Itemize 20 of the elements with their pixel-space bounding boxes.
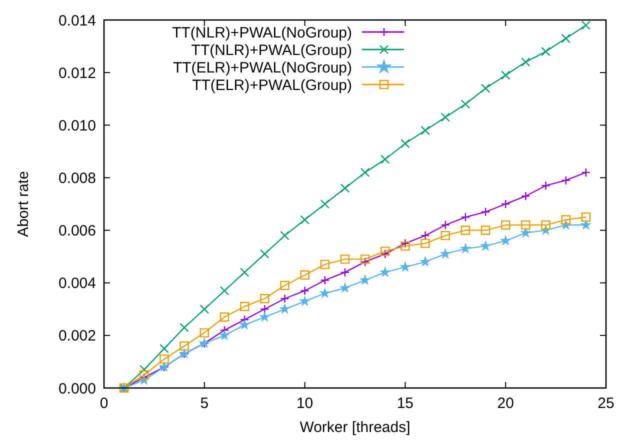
x-tick-label: 15	[396, 395, 414, 412]
x-tick-label: 0	[100, 395, 108, 412]
legend-label: TT(ELR)+PWAL(Group)	[192, 76, 352, 94]
y-tick-label: 0.010	[58, 117, 96, 134]
y-tick-label: 0.002	[58, 328, 96, 345]
y-tick-label: 0.012	[58, 64, 96, 82]
y-tick-label: 0.008	[58, 170, 96, 187]
x-tick-label: 20	[497, 395, 514, 412]
x-tick-label: 10	[296, 395, 314, 412]
x-tick-label: 25	[598, 395, 614, 412]
y-tick-label: 0.004	[58, 275, 96, 292]
x-axis-title: Worker [threads]	[300, 419, 410, 436]
y-tick-label: 0.006	[58, 222, 96, 240]
legend-label: TT(ELR)+PWAL(NoGroup)	[172, 59, 352, 76]
legend-label: TT(NLR)+PWAL(NoGroup)	[172, 24, 352, 42]
y-tick-label: 0.014	[58, 12, 96, 30]
x-tick-label: 5	[200, 395, 209, 412]
y-tick-label: 0.000	[58, 380, 96, 398]
legend-label: TT(NLR)+PWAL(Group)	[191, 42, 352, 59]
y-axis-title: Abort rate	[15, 171, 32, 237]
